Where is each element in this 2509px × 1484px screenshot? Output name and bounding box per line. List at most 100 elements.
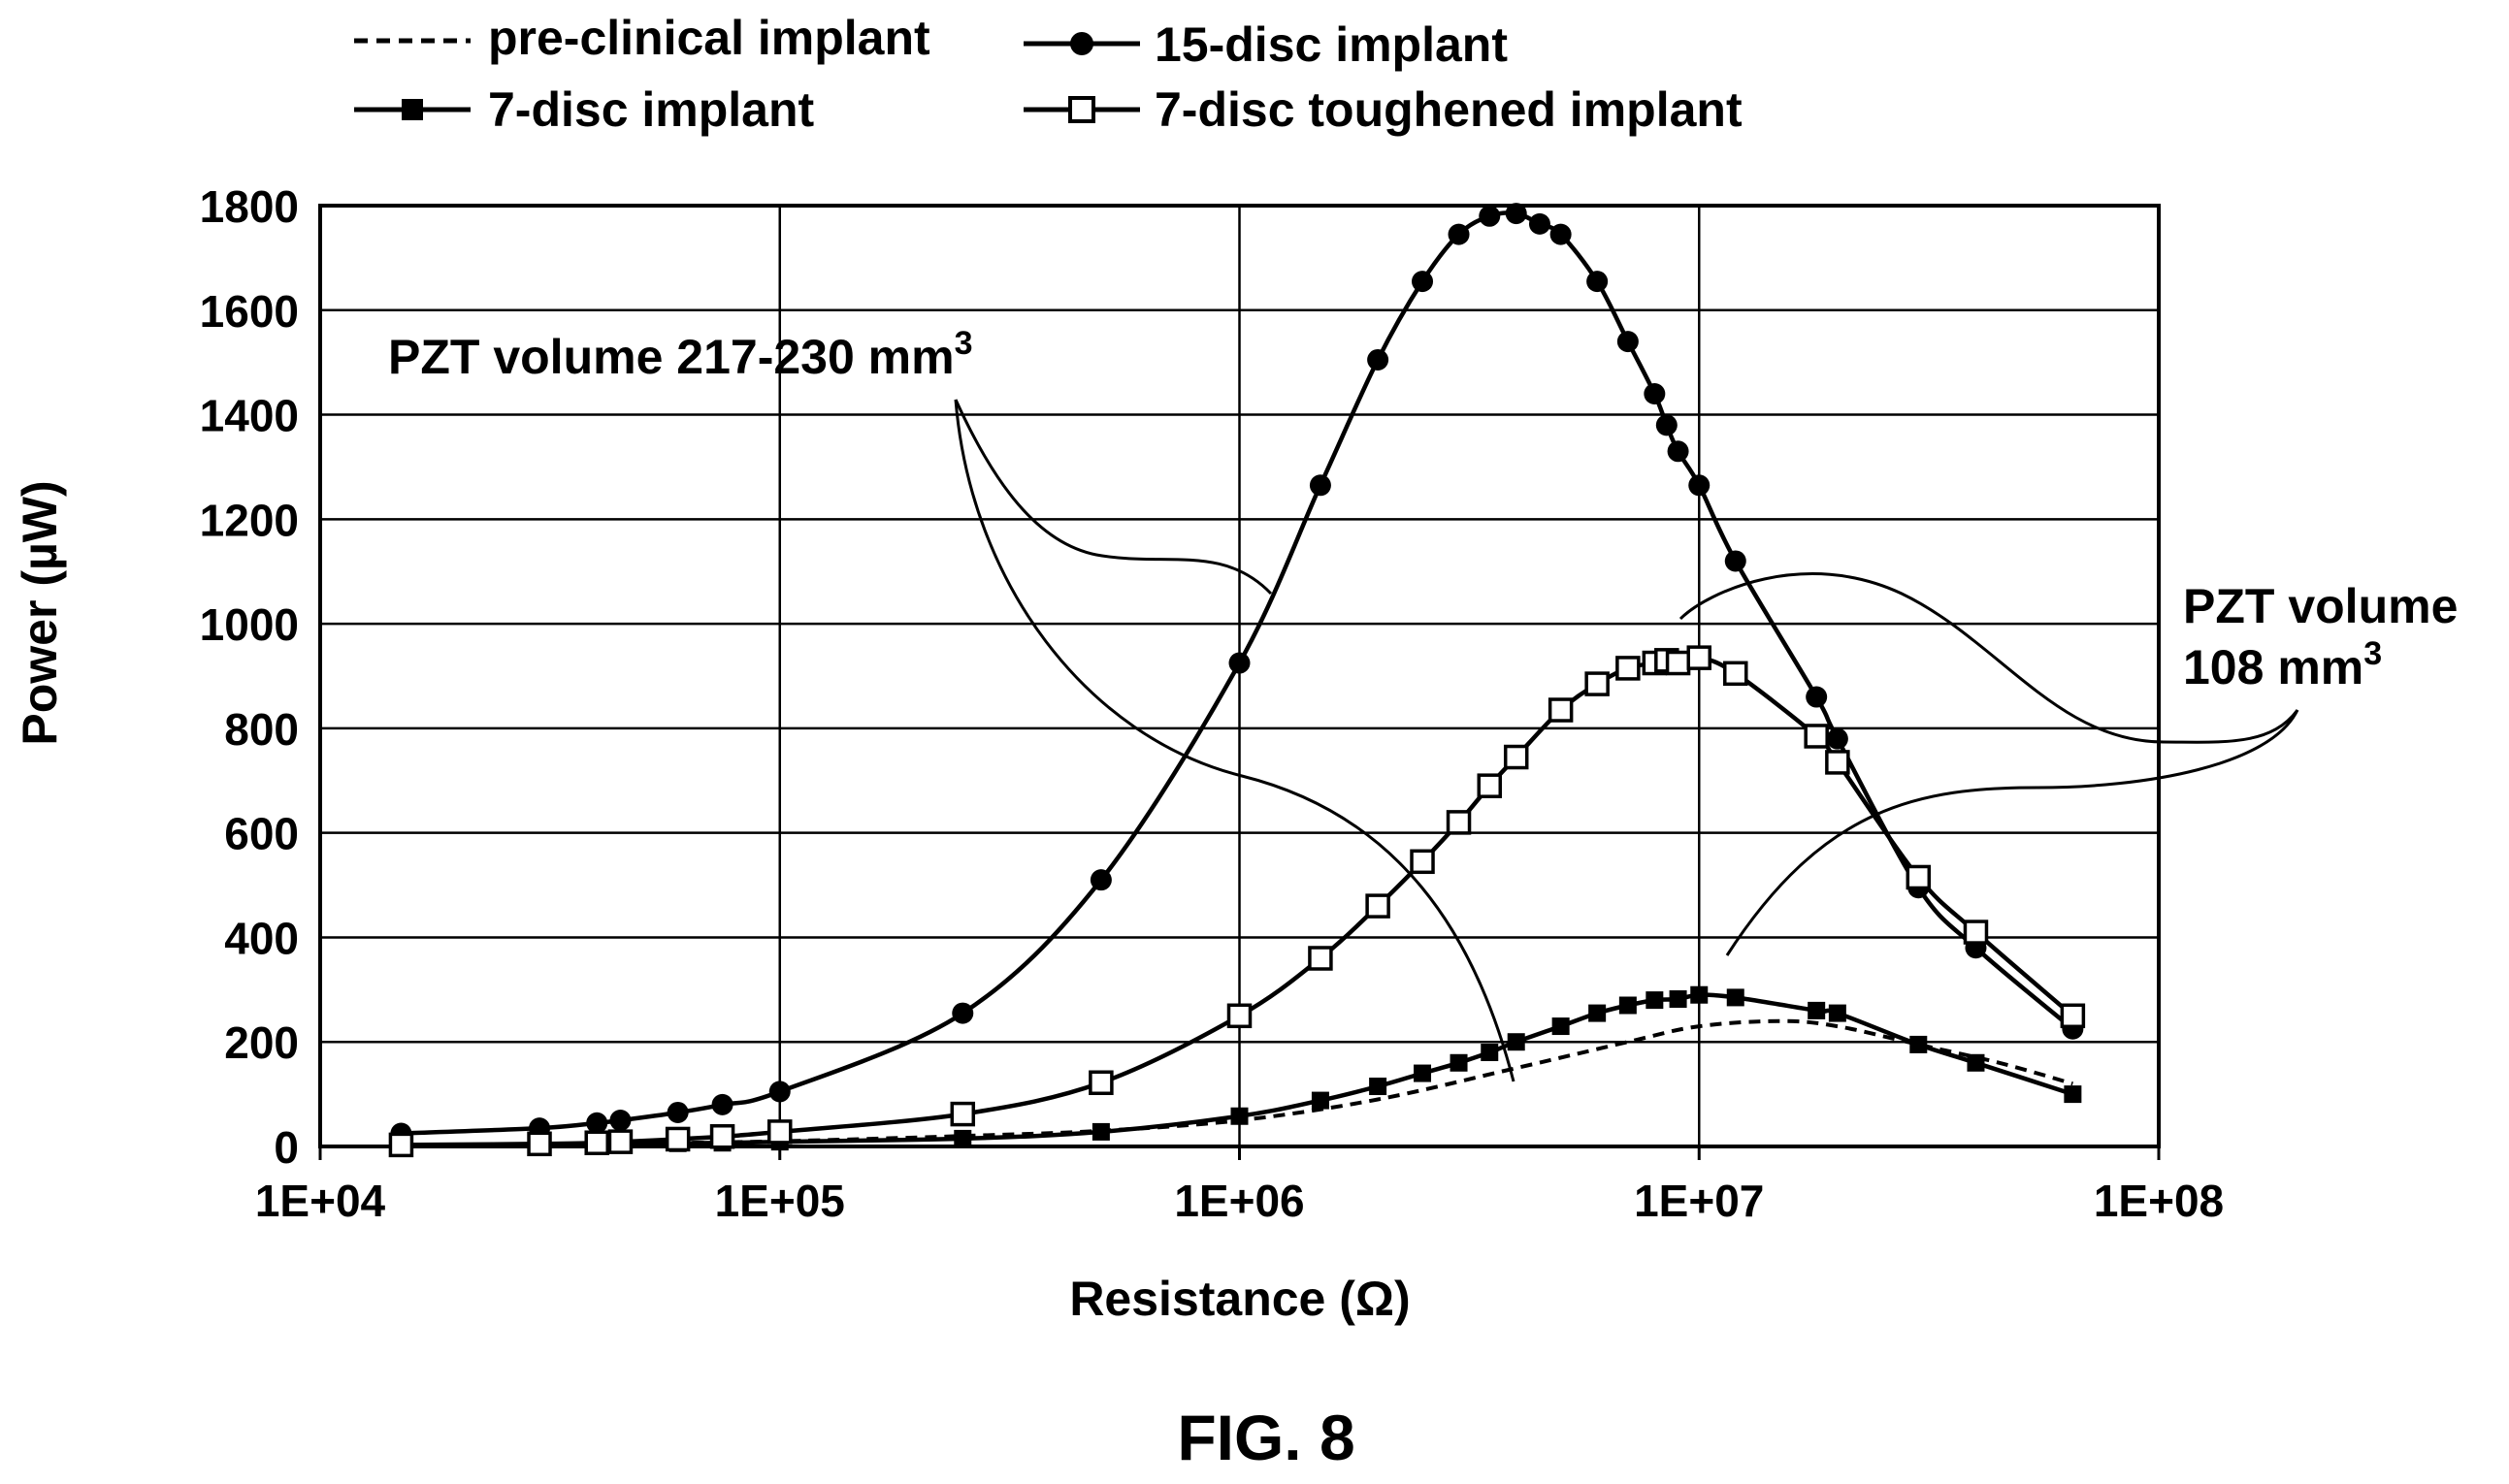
point-7-disc-toughened-implant-5 [709, 1124, 735, 1149]
legend: pre-clinical implant 15-disc implant 7-d… [354, 11, 1743, 137]
point-15-disc-implant-26 [1826, 727, 1848, 750]
y-tick-label-1600: 1600 [200, 286, 299, 337]
point-15-disc-implant-5 [711, 1093, 733, 1115]
point-15-disc-implant-2 [586, 1112, 608, 1134]
legend-label-pre-clinical: pre-clinical implant [488, 11, 930, 65]
point-7-disc-implant-27 [2064, 1085, 2082, 1104]
series-7-disc-toughened-implant [388, 645, 2086, 1158]
point-15-disc-implant-15 [1505, 203, 1527, 225]
point-15-disc-implant-14 [1479, 205, 1501, 227]
point-15-disc-implant-9 [1228, 652, 1251, 674]
annotation-217-230: PZT volume 217-230 mm3 [388, 325, 1515, 1082]
point-7-disc-toughened-implant-14 [1477, 773, 1503, 798]
point-7-disc-toughened-implant-6 [767, 1119, 793, 1145]
point-15-disc-implant-3 [609, 1110, 632, 1132]
point-7-disc-toughened-implant-26 [1906, 864, 1932, 890]
point-7-disc-toughened-implant-13 [1446, 810, 1472, 835]
point-7-disc-toughened-implant-23 [1723, 661, 1748, 687]
point-7-disc-toughened-implant-18 [1615, 656, 1641, 681]
point-7-disc-implant-22 [1726, 988, 1744, 1007]
point-7-disc-toughened-implant-9 [1226, 1003, 1253, 1029]
point-15-disc-implant-22 [1667, 440, 1689, 463]
point-7-disc-implant-17 [1588, 1004, 1607, 1022]
legend-entry-pre-clinical: pre-clinical implant [354, 11, 930, 65]
annotation-108: PZT volume 108 mm3 [1678, 572, 2458, 956]
point-7-disc-toughened-implant-10 [1308, 946, 1333, 971]
point-7-disc-toughened-implant-1 [527, 1131, 552, 1157]
point-15-disc-implant-12 [1412, 271, 1434, 293]
point-7-disc-toughened-implant-11 [1365, 893, 1390, 919]
point-7-disc-implant-8 [1092, 1122, 1110, 1141]
x-tick-label-4: 1E+08 [2094, 1176, 2224, 1226]
point-15-disc-implant-23 [1688, 474, 1711, 497]
annotation-108-sup: 3 [2363, 635, 2382, 672]
y-tick-label-1200: 1200 [200, 495, 299, 545]
point-7-disc-toughened-implant-0 [388, 1132, 414, 1158]
annotation-217-230-sup: 3 [955, 325, 973, 362]
x-axis-ticks: 1E+04 1E+05 1E+06 1E+07 1E+08 [255, 1146, 2224, 1226]
point-15-disc-implant-16 [1528, 212, 1550, 235]
point-7-disc-implant-16 [1551, 1017, 1570, 1036]
annotation-217-230-leader-upper [954, 399, 1273, 596]
y-tick-label-0: 0 [274, 1122, 299, 1173]
point-15-disc-implant-20 [1644, 383, 1666, 404]
point-7-disc-implant-20 [1669, 990, 1687, 1009]
point-7-disc-implant-21 [1690, 985, 1709, 1004]
point-7-disc-toughened-implant-16 [1548, 697, 1574, 723]
point-7-disc-toughened-implant-4 [665, 1126, 691, 1152]
point-7-disc-implant-18 [1618, 996, 1637, 1015]
legend-marker-7-disc [402, 99, 423, 120]
series [388, 203, 2086, 1158]
y-tick-label-200: 200 [224, 1017, 299, 1068]
legend-marker-15-disc [1070, 32, 1093, 55]
point-15-disc-implant-19 [1616, 331, 1639, 353]
figure-label: FIG. 8 [1177, 1402, 1354, 1473]
y-tick-label-400: 400 [224, 913, 299, 963]
point-7-disc-toughened-implant-24 [1804, 724, 1829, 749]
point-7-disc-implant-12 [1414, 1064, 1432, 1082]
point-15-disc-implant-21 [1655, 414, 1678, 436]
legend-label-7-disc-toughened: 7-disc toughened implant [1155, 82, 1743, 137]
annotation-108-leader-lower [1725, 709, 2299, 956]
y-axis-title: Power (µW) [13, 480, 67, 745]
annotation-108-leader-upper [1678, 572, 2299, 744]
point-7-disc-implant-15 [1507, 1033, 1525, 1051]
point-7-disc-implant-26 [1967, 1053, 1985, 1072]
point-7-disc-implant-25 [1909, 1035, 1928, 1053]
point-7-disc-implant-11 [1369, 1078, 1387, 1096]
x-axis-title: Resistance (Ω) [1069, 1272, 1410, 1326]
point-7-disc-implant-7 [954, 1129, 972, 1147]
point-15-disc-implant-6 [768, 1081, 791, 1103]
point-15-disc-implant-18 [1586, 271, 1609, 293]
point-7-disc-toughened-implant-27 [1963, 919, 1989, 945]
y-tick-label-1400: 1400 [200, 391, 299, 441]
y-axis-ticks: 0 200 400 600 800 1000 1200 1400 1600 1800 [200, 181, 299, 1173]
legend-entry-7-disc-toughened: 7-disc toughened implant [1024, 82, 1743, 137]
point-7-disc-toughened-implant-8 [1089, 1070, 1114, 1096]
x-tick-label-0: 1E+04 [255, 1176, 386, 1226]
legend-entry-7-disc: 7-disc implant [354, 82, 815, 137]
x-tick-label-1: 1E+05 [715, 1176, 845, 1226]
annotation-217-230-main: PZT volume 217-230 mm [388, 330, 955, 384]
point-7-disc-implant-13 [1450, 1053, 1468, 1072]
y-tick-label-1800: 1800 [200, 181, 299, 232]
point-7-disc-implant-19 [1646, 991, 1664, 1010]
grid [320, 206, 2159, 1146]
point-7-disc-toughened-implant-17 [1584, 671, 1610, 696]
y-tick-label-600: 600 [224, 809, 299, 859]
point-15-disc-implant-11 [1367, 348, 1389, 371]
point-7-disc-toughened-implant-25 [1825, 750, 1850, 775]
point-15-disc-implant-24 [1724, 550, 1746, 572]
point-7-disc-implant-10 [1311, 1091, 1329, 1110]
point-7-disc-toughened-implant-12 [1410, 849, 1435, 875]
legend-label-15-disc: 15-disc implant [1155, 17, 1508, 72]
point-15-disc-implant-7 [952, 1002, 974, 1024]
legend-label-7-disc: 7-disc implant [488, 82, 815, 137]
point-7-disc-implant-14 [1481, 1044, 1499, 1061]
annotation-217-230-text: PZT volume 217-230 mm3 [388, 325, 973, 384]
point-7-disc-implant-24 [1828, 1004, 1846, 1022]
point-7-disc-toughened-implant-22 [1686, 645, 1711, 670]
annotation-217-230-leader-lower [954, 399, 1515, 1082]
point-7-disc-toughened-implant-7 [950, 1101, 976, 1127]
